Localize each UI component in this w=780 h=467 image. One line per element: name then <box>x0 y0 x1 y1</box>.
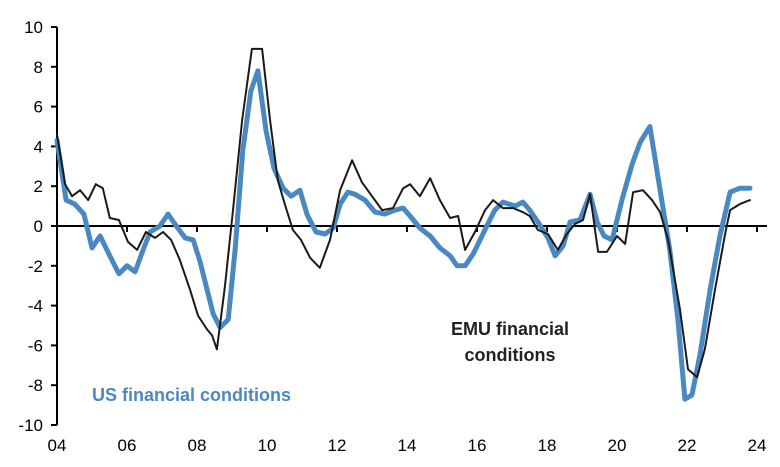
us-series-label: US financial conditions <box>92 385 291 405</box>
y-tick-label: -10 <box>18 416 43 435</box>
emu-financial-conditions-line <box>56 47 751 379</box>
x-tick-label: 10 <box>258 436 277 455</box>
emu-series-label-line1: EMU financial <box>451 319 569 339</box>
series-layer <box>54 47 753 402</box>
y-tick-label: 10 <box>24 18 43 37</box>
y-axis: 10 8 6 4 2 0 -2 -4 -6 -8 -10 <box>18 18 58 435</box>
us-financial-conditions-line <box>54 68 753 402</box>
y-tick-label: 4 <box>34 137 43 156</box>
x-tick-label: 12 <box>328 436 347 455</box>
y-tick-label: -4 <box>28 297 43 316</box>
y-tick-label: 6 <box>34 98 43 117</box>
y-tick-label: -8 <box>28 376 43 395</box>
y-tick-label: 2 <box>34 177 43 196</box>
x-tick-label: 22 <box>678 436 697 455</box>
x-tick-label: 14 <box>398 436 417 455</box>
x-tick-label: 04 <box>48 436 67 455</box>
x-tick-label: 24 <box>748 436 767 455</box>
x-tick-label: 08 <box>188 436 207 455</box>
x-tick-label: 20 <box>608 436 627 455</box>
x-tick-label: 06 <box>118 436 137 455</box>
x-tick-label: 16 <box>468 436 487 455</box>
x-axis: 04 06 08 10 12 14 16 18 20 22 24 <box>48 225 767 455</box>
y-tick-label: -2 <box>28 257 43 276</box>
y-tick-label: 8 <box>34 58 43 77</box>
y-tick-label: -6 <box>28 336 43 355</box>
y-tick-label: 0 <box>34 217 43 236</box>
x-tick-label: 18 <box>538 436 557 455</box>
emu-series-label-line2: conditions <box>465 345 556 365</box>
